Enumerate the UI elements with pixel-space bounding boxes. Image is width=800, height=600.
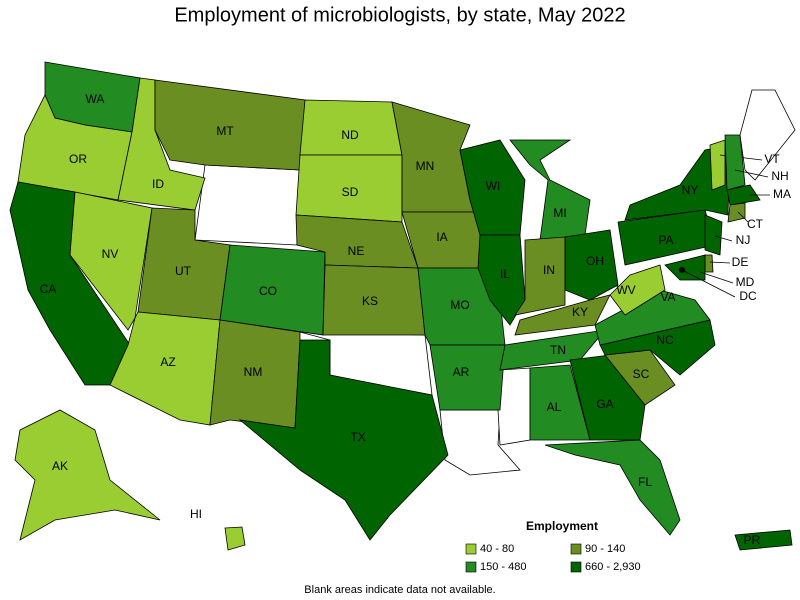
state-shape <box>664 254 706 281</box>
state-label: WI <box>486 179 501 193</box>
state-label: KS <box>362 294 378 308</box>
state-label: SD <box>342 185 359 199</box>
legend-label: 90 - 140 <box>585 543 625 555</box>
state-label: NC <box>656 333 674 347</box>
state-shape <box>709 139 726 191</box>
legend-label: 40 - 80 <box>480 543 514 555</box>
state-label: PA <box>658 233 673 247</box>
state-shape <box>14 409 161 541</box>
state-shape <box>544 439 681 536</box>
state-label: IL <box>500 267 510 281</box>
state-label: PR <box>744 533 761 547</box>
state-label: NH <box>771 169 788 183</box>
state-label: AR <box>453 365 470 379</box>
state-shape <box>726 184 761 206</box>
legend: 40 - 80 90 - 140 150 - 480 660 - 2,930 <box>465 543 641 573</box>
state-label: TX <box>350 430 365 444</box>
state-label: OH <box>586 254 604 268</box>
state-label: ND <box>341 128 359 142</box>
state-label: ID <box>152 177 164 191</box>
state-label: MT <box>216 124 234 138</box>
leader-line <box>699 271 734 284</box>
state-shape <box>514 236 566 316</box>
leader-line <box>714 235 733 242</box>
state-label: MD <box>736 275 755 289</box>
state-shape <box>429 344 506 411</box>
state-shape <box>529 364 591 441</box>
state-shape <box>224 526 246 551</box>
legend-swatch <box>465 543 477 555</box>
state-label: MO <box>450 298 469 312</box>
footnote: Blank areas indicate data not available. <box>304 584 495 596</box>
state-shape <box>727 202 746 223</box>
state-label: NY <box>682 183 699 197</box>
legend-swatch <box>570 543 582 555</box>
state-shape <box>609 264 666 316</box>
state-shape <box>69 191 153 331</box>
leader-line <box>709 261 731 264</box>
state-shape <box>497 367 531 446</box>
state-label: KY <box>572 305 588 319</box>
state-label: MA <box>773 187 791 201</box>
state-label: WV <box>616 283 635 297</box>
state-label: NV <box>102 247 119 261</box>
state-shape <box>734 529 793 551</box>
state-label: AZ <box>160 355 175 369</box>
state-label: IA <box>436 230 447 244</box>
state-shape <box>194 164 301 246</box>
state-label: UT <box>175 264 192 278</box>
state-label: CT <box>747 217 764 231</box>
state-label: SC <box>633 367 650 381</box>
state-shape <box>569 354 646 441</box>
state-label: OR <box>69 152 87 166</box>
state-label: DE <box>732 255 749 269</box>
legend-title: Employment <box>526 519 598 533</box>
state-shape <box>704 214 723 256</box>
state-label: CA <box>40 282 57 296</box>
state-label: VA <box>660 290 675 304</box>
state-label: CO <box>259 284 277 298</box>
state-shape <box>509 139 591 241</box>
state-label: IN <box>543 263 555 277</box>
legend-label: 150 - 480 <box>480 561 526 573</box>
state-label: WA <box>86 92 105 106</box>
state-shape <box>238 339 449 541</box>
legend-swatch <box>465 561 477 573</box>
leader-line <box>681 269 736 298</box>
state-label: VT <box>764 152 780 166</box>
legend-swatch <box>570 561 582 573</box>
no-data-states <box>194 89 796 476</box>
state-shape <box>477 234 526 326</box>
leader-line <box>737 211 749 223</box>
state-label: GA <box>596 397 613 411</box>
state-label: NM <box>244 365 263 379</box>
state-label: TN <box>550 343 566 357</box>
state-label: MI <box>553 206 566 220</box>
state-shape <box>739 89 796 181</box>
state-label: AL <box>547 400 562 414</box>
state-label: DC <box>739 289 757 303</box>
states: WA OR CA NV ID MT UT AZ CO NM ND SD NE KS TX MN IA MO AR WI… <box>9 61 793 551</box>
state-label: FL <box>638 475 652 489</box>
state-label: AK <box>52 459 68 473</box>
state-label: MN <box>416 159 435 173</box>
map-title: Employment of microbiologists, by state,… <box>174 4 625 26</box>
state-shape <box>564 229 619 301</box>
state-shape <box>514 294 611 336</box>
legend-label: 660 - 2,930 <box>585 561 641 573</box>
state-label: HI <box>190 507 202 521</box>
state-label: NJ <box>736 233 751 247</box>
state-shape <box>704 254 714 273</box>
leader-line <box>734 169 769 178</box>
state-shape <box>724 134 746 191</box>
state-label: NE <box>348 244 365 258</box>
